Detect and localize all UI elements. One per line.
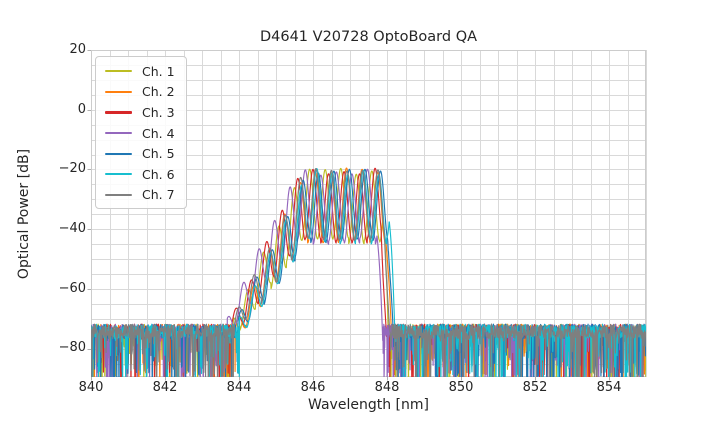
y-tick-label: −40 <box>58 221 86 236</box>
legend-label: Ch. 7 <box>142 187 175 203</box>
chart-title: D4641 V20728 OptoBoard QA <box>259 29 478 45</box>
x-tick-label: 850 <box>448 380 474 395</box>
legend-label: Ch. 1 <box>142 63 175 79</box>
legend-entry: Ch. 4 <box>96 123 186 144</box>
y-tick-label: −20 <box>58 161 86 176</box>
y-tick-label: −60 <box>58 281 86 296</box>
legend-line-swatch <box>105 152 132 155</box>
x-tick-label: 854 <box>596 380 622 395</box>
legend-entry: Ch. 6 <box>96 164 186 185</box>
x-tick-label: 840 <box>78 380 104 395</box>
legend: Ch. 1 Ch. 2 Ch. 3 Ch. 4 Ch. 5 Ch. 6 Ch. … <box>95 56 187 209</box>
legend-entry: Ch. 1 <box>96 61 186 82</box>
legend-entry: Ch. 5 <box>96 143 186 164</box>
y-tick-label: 20 <box>69 42 86 57</box>
legend-line-swatch <box>105 70 132 73</box>
x-axis-label: Wavelength [nm] <box>308 397 429 413</box>
x-tick-label: 848 <box>374 380 400 395</box>
y-axis-label: Optical Power [dB] <box>16 148 32 280</box>
legend-label: Ch. 2 <box>142 84 175 100</box>
legend-line-swatch <box>105 173 132 176</box>
x-tick-label: 852 <box>522 380 548 395</box>
legend-line-swatch <box>105 90 132 93</box>
legend-entry: Ch. 7 <box>96 185 186 206</box>
x-tick-label: 842 <box>152 380 178 395</box>
legend-entry: Ch. 3 <box>96 102 186 123</box>
legend-entry: Ch. 2 <box>96 82 186 103</box>
legend-line-swatch <box>105 193 132 196</box>
y-tick-label: 0 <box>77 102 86 117</box>
legend-line-swatch <box>105 131 132 135</box>
legend-line-swatch <box>105 111 132 114</box>
x-tick-label: 846 <box>300 380 326 395</box>
legend-label: Ch. 5 <box>142 146 175 162</box>
y-tick-label: −80 <box>58 340 86 355</box>
legend-label: Ch. 6 <box>142 166 175 182</box>
legend-label: Ch. 4 <box>142 125 175 141</box>
x-tick-label: 844 <box>226 380 252 395</box>
legend-label: Ch. 3 <box>142 104 175 120</box>
